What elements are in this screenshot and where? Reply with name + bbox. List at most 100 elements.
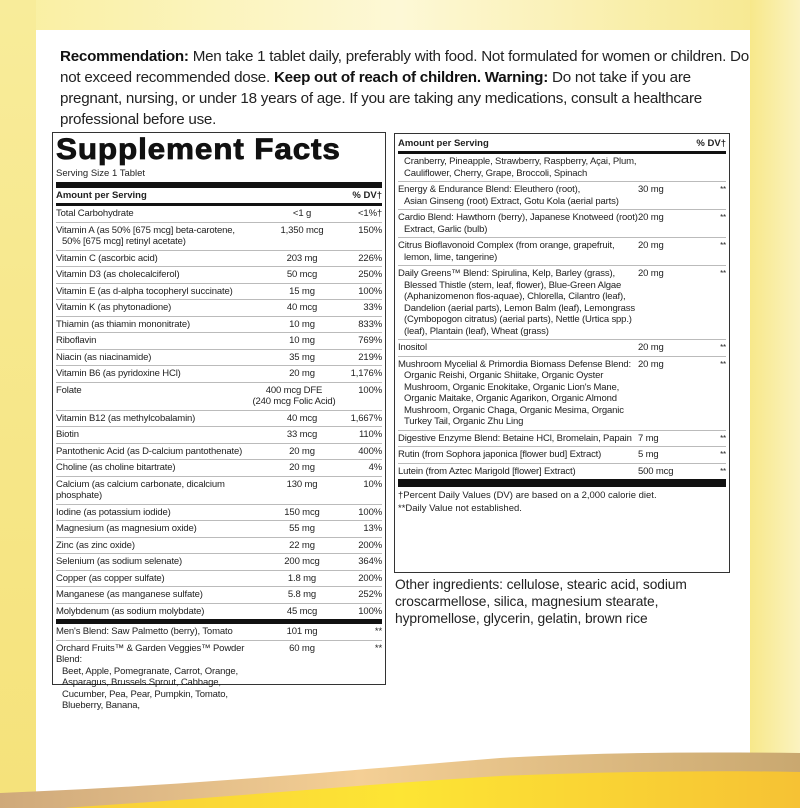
nutrient-row: Rutin (from Sophora japonica [flower bud… — [398, 446, 726, 463]
nutrient-row: Cranberry, Pineapple, Strawberry, Raspbe… — [398, 154, 726, 181]
background-right — [750, 0, 800, 808]
nutrient-dv: 250% — [358, 269, 382, 280]
nutrient-name: Vitamin A (as 50% [675 mcg] beta-caroten… — [56, 224, 235, 248]
nutrient-name: Zinc (as zinc oxide) — [56, 539, 135, 551]
nutrient-amount: 60 mg — [289, 642, 315, 654]
nutrient-amount: 5.8 mg — [287, 589, 317, 600]
nutrient-name: Daily Greens™ Blend: Spirulina, Kelp, Ba… — [398, 268, 635, 337]
nutrient-amount: 22 mg — [289, 539, 315, 551]
nutrient-dv: 100% — [358, 605, 382, 617]
nutrient-dv: 226% — [358, 252, 382, 264]
nutrient-name: Citrus Bioflavonoid Complex (from orange… — [398, 240, 615, 263]
nutrient-amount: 20 mg — [638, 240, 664, 251]
nutrient-name: Vitamin K (as phytonadione) — [56, 302, 172, 313]
nutrient-row: Men's Blend: Saw Palmetto (berry), Tomat… — [56, 619, 382, 640]
nutrient-row: Energy & Endurance Blend: Eleuthero (roo… — [398, 181, 726, 209]
nutrient-dv: ** — [720, 343, 726, 352]
other-ingredients: Other ingredients: cellulose, stearic ac… — [395, 577, 687, 626]
nutrient-row: Cardio Blend: Hawthorn (berry), Japanese… — [398, 209, 726, 237]
nutrient-dv: 252% — [358, 589, 382, 600]
nutrient-dv: 4% — [368, 462, 383, 473]
decorative-wave — [0, 752, 800, 808]
recommendation-text: Recommendation: Men take 1 tablet daily,… — [60, 48, 749, 128]
nutrient-name: Thiamin (as thiamin mononitrate) — [56, 318, 191, 330]
nutrient-row: Riboflavin 10 mg 769% — [56, 332, 382, 349]
nutrient-amount: 20 mg — [638, 358, 664, 370]
nutrient-row: Total Carbohydrate <1 g <1%† — [56, 206, 382, 222]
nutrient-amount: 130 mg — [286, 478, 318, 490]
nutrient-dv: 150% — [358, 224, 382, 236]
nutrient-row: Vitamin B6 (as pyridoxine HCl) 20 mg 1,176… — [56, 365, 382, 382]
nutrient-amount: 200 mcg — [284, 556, 320, 567]
nutrient-dv: ** — [374, 642, 382, 654]
nutrient-dv: 833% — [358, 318, 382, 330]
nutrient-amount: 33 mcg — [286, 429, 318, 440]
table-header: Amount per Serving% DV† — [398, 138, 726, 149]
nutrient-name: Total Carbohydrate — [56, 208, 134, 219]
nutrient-amount: 203 mg — [286, 252, 318, 264]
nutrient-row: Vitamin C (ascorbic acid) 203 mg 226% — [56, 249, 382, 267]
nutrient-amount: 45 mcg — [286, 605, 318, 617]
nutrient-row: Folate 400 mcg DFE (240 mcg Folic Acid) 100… — [56, 381, 382, 410]
nutrient-dv: <1%† — [358, 208, 382, 219]
nutrient-dv: 364% — [358, 556, 382, 567]
table-header: Amount per Serving% DV† — [56, 190, 382, 201]
nutrient-row: Inositol 20 mg ** — [398, 339, 726, 356]
nutrient-amount: 50 mcg — [286, 269, 318, 280]
nutrient-name: Biotin — [56, 429, 79, 440]
background-left — [0, 0, 36, 808]
nutrient-dv: ** — [720, 359, 726, 369]
nutrient-row: Orchard Fruits™ & Garden Veggies™ Powder… — [56, 639, 382, 714]
divider — [56, 182, 382, 188]
nutrient-dv: 100% — [358, 384, 382, 396]
nutrient-amount: 30 mg — [638, 184, 664, 195]
nutrient-row: Vitamin K (as phytonadione) 40 mcg 33% — [56, 299, 382, 316]
footnotes: †Percent Daily Values (DV) are based on … — [398, 479, 726, 515]
nutrient-row: Copper (as copper sulfate) 1.8 mg 200% — [56, 569, 382, 587]
nutrient-name: Manganese (as manganese sulfate) — [56, 589, 203, 600]
nutrient-amount: 20 mg — [289, 462, 315, 473]
nutrient-amount: <1 g — [292, 208, 312, 219]
nutrient-dv: 100% — [358, 285, 382, 297]
nutrient-amount: 1.8 mg — [287, 572, 317, 584]
nutrient-name: Vitamin B12 (as methylcobalamin) — [56, 412, 196, 424]
nutrient-dv: 110% — [359, 429, 382, 440]
nutrient-name: Vitamin D3 (as cholecalciferol) — [56, 269, 180, 280]
nutrient-amount: 15 mg — [289, 285, 315, 297]
nutrient-name: Riboflavin — [56, 335, 97, 346]
nutrient-amount: 55 mg — [289, 523, 315, 534]
nutrient-row: Digestive Enzyme Blend: Betaine HCl, Bro… — [398, 429, 726, 447]
nutrient-row: Molybdenum (as sodium molybdate) 45 mcg 10… — [56, 602, 382, 620]
nutrient-row: Magnesium (as magnesium oxide) 55 mg 13% — [56, 520, 382, 537]
nutrient-dv: 100% — [358, 506, 382, 518]
nutrient-name: Lutein (from Aztec Marigold [flower] Ext… — [398, 465, 576, 477]
serving-size: Serving Size 1 Tablet — [56, 168, 146, 179]
nutrient-name: Niacin (as niacinamide) — [56, 351, 152, 363]
nutrient-dv: 400% — [358, 445, 382, 457]
nutrient-row: Niacin (as niacinamide) 35 mg 219% — [56, 348, 382, 366]
nutrient-name: Pantothenic Acid (as D-calcium pantothen… — [56, 445, 243, 457]
nutrient-name: Cranberry, Pineapple, Strawberry, Raspbe… — [404, 156, 637, 179]
nutrient-amount: 10 mg — [289, 318, 315, 330]
nutrient-dv: ** — [374, 626, 382, 637]
nutrient-dv: 1,667% — [350, 412, 382, 424]
nutrient-row: Calcium (as calcium carbonate, dicalcium… — [56, 475, 382, 504]
nutrient-dv: ** — [720, 433, 726, 443]
nutrient-dv: 200% — [358, 539, 382, 551]
nutrient-row: Vitamin A (as 50% [675 mcg] beta-caroten… — [56, 221, 382, 250]
nutrient-name: Inositol — [398, 342, 427, 353]
nutrient-amount: 5 mg — [638, 449, 659, 460]
nutrient-dv — [702, 156, 726, 179]
nutrient-amount: 150 mcg — [284, 506, 320, 518]
facts-title: Supplement Facts — [56, 133, 341, 166]
nutrient-row: Mushroom Mycelial & Primordia Biomass De… — [398, 355, 726, 430]
nutrient-name: Iodine (as potassium iodide) — [56, 506, 171, 518]
nutrient-amount: 40 mcg — [286, 412, 318, 424]
nutrient-row: Lutein (from Aztec Marigold [flower] Ext… — [398, 462, 726, 480]
nutrient-dv: ** — [720, 241, 726, 250]
nutrient-dv: 10% — [363, 478, 382, 490]
nutrient-amount: 20 mg — [638, 212, 664, 223]
nutrient-row: Pantothenic Acid (as D-calcium pantothen… — [56, 442, 382, 460]
nutrient-name: Rutin (from Sophora japonica [flower bud… — [398, 449, 602, 460]
nutrient-dv: ** — [720, 269, 726, 278]
